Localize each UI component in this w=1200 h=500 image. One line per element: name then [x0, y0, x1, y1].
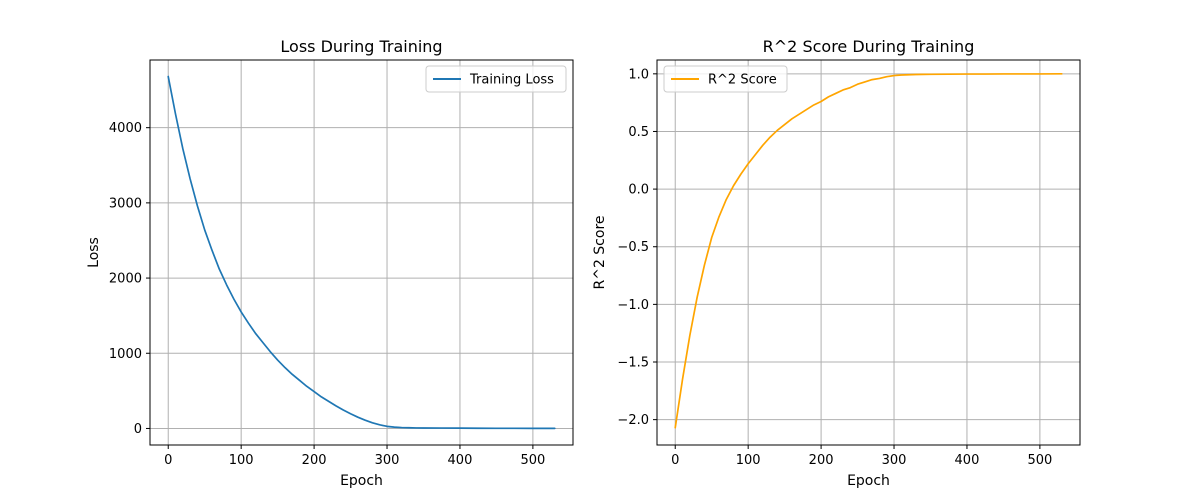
- loss-legend: Training Loss: [425, 65, 567, 93]
- r2-plot-frame: [656, 59, 1081, 446]
- loss-y-tick-label: 4000: [109, 121, 142, 136]
- loss-x-tick-label: 100: [229, 453, 254, 468]
- loss-x-tick-label: 200: [302, 453, 327, 468]
- r2-chart-title: R^2 Score During Training: [763, 37, 975, 56]
- r2-y-tick-label: −0.5: [617, 240, 649, 255]
- loss-plot-frame: [149, 59, 574, 446]
- loss-x-axis-label: Epoch: [340, 473, 383, 489]
- loss-chart: 0 100 200 300 400 500 0 1000 2000 3000 4000 Loss D…: [86, 37, 574, 489]
- loss-legend-box: [425, 65, 567, 93]
- loss-y-tick-label: 0: [134, 422, 142, 437]
- loss-y-tick-label: 1000: [109, 347, 142, 362]
- loss-x-tick-label: 300: [375, 453, 400, 468]
- r2-y-tick-label: 1.0: [628, 67, 649, 82]
- r2-x-tick-label: 300: [882, 453, 907, 468]
- r2-x-tick-label: 200: [809, 453, 834, 468]
- r2-legend-box: [663, 65, 788, 93]
- r2-legend: R^2 Score: [663, 65, 788, 93]
- loss-chart-title: Loss During Training: [280, 37, 442, 56]
- loss-x-tick-label: 0: [164, 453, 172, 468]
- loss-y-axis-label: Loss: [86, 237, 102, 268]
- r2-y-axis-label: R^2 Score: [592, 215, 608, 289]
- r2-chart: 0 100 200 300 400 500 −2.0 −1.5 −1.0 −0.5 0.0 0.5 1.…: [592, 37, 1081, 489]
- r2-legend-label: R^2 Score: [708, 73, 777, 88]
- r2-x-tick-label: 100: [736, 453, 761, 468]
- loss-x-tick-label: 400: [448, 453, 473, 468]
- r2-x-tick-label: 400: [955, 453, 980, 468]
- r2-y-tick-label: 0.5: [628, 125, 649, 140]
- loss-y-tick-label: 3000: [109, 196, 142, 211]
- r2-y-tick-label: −1.5: [617, 356, 649, 371]
- r2-y-tick-label: −1.0: [617, 298, 649, 313]
- r2-x-tick-label: 0: [671, 453, 679, 468]
- loss-legend-label: Training Loss: [469, 73, 554, 88]
- r2-y-tick-label: 0.0: [628, 183, 649, 198]
- loss-series-line-0: [167, 75, 556, 430]
- loss-x-tick-label: 500: [520, 453, 545, 468]
- r2-x-axis-label: Epoch: [847, 473, 890, 489]
- r2-y-tick-label: −2.0: [617, 413, 649, 428]
- r2-series-line-0: [674, 72, 1063, 429]
- r2-x-tick-label: 500: [1027, 453, 1052, 468]
- loss-y-tick-label: 2000: [109, 272, 142, 287]
